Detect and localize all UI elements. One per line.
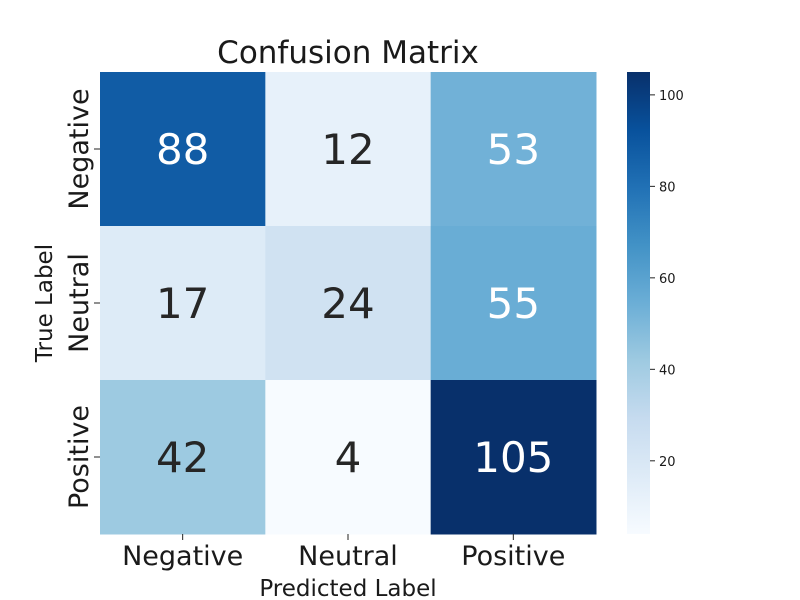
cell-value-label-1-2: 55 [487, 279, 540, 328]
colorbar-tick-label-2: 60 [659, 272, 676, 287]
y-tick-label-1: Neutral [64, 253, 95, 353]
colorbar-tick-label-0: 20 [659, 455, 676, 470]
heatmap-cell-1-2 [430, 226, 597, 381]
y-tick-label-0: Negative [64, 88, 95, 209]
cell-value-label-0-2: 53 [487, 125, 540, 174]
colorbar-gradient [627, 72, 650, 534]
heatmap-cell-2-0 [100, 380, 266, 535]
y-axis-label: True Label [32, 244, 58, 363]
heatmap-cell-1-1 [265, 226, 432, 381]
chart-title: Confusion Matrix [217, 35, 479, 71]
heatmap-cell-2-2 [430, 380, 597, 535]
heatmap-cell-0-0 [100, 72, 266, 227]
y-axis-ticks: Negative Neutral Positive [64, 88, 100, 509]
colorbar: 20 40 60 80 100 [627, 72, 684, 534]
heatmap-grid: 88 12 53 17 24 55 42 4 105 [100, 72, 597, 535]
heatmap-cell-2-1 [265, 380, 432, 535]
x-axis-ticks: Negative Neutral Positive [122, 534, 565, 572]
cell-value-label-2-0: 42 [156, 433, 209, 482]
heatmap-cell-1-0 [100, 226, 266, 381]
cell-value-label-0-1: 12 [321, 125, 374, 174]
heatmap-cell-0-1 [265, 72, 432, 227]
x-axis-label: Predicted Label [259, 576, 436, 600]
cell-value-label-1-1: 24 [321, 279, 374, 328]
colorbar-tick-label-4: 100 [659, 89, 684, 104]
x-tick-label-2: Positive [461, 541, 565, 572]
colorbar-tick-label-3: 80 [659, 180, 676, 195]
colorbar-tick-label-1: 40 [659, 363, 676, 378]
heatmap-cell-0-2 [430, 72, 597, 227]
x-tick-label-0: Negative [122, 541, 243, 572]
cell-value-label-1-0: 17 [156, 279, 209, 328]
cell-value-label-2-2: 105 [473, 433, 553, 482]
cell-value-label-2-1: 4 [335, 433, 362, 482]
y-tick-label-2: Positive [64, 405, 95, 509]
x-tick-label-1: Neutral [298, 541, 398, 572]
cell-value-label-0-0: 88 [156, 125, 209, 174]
